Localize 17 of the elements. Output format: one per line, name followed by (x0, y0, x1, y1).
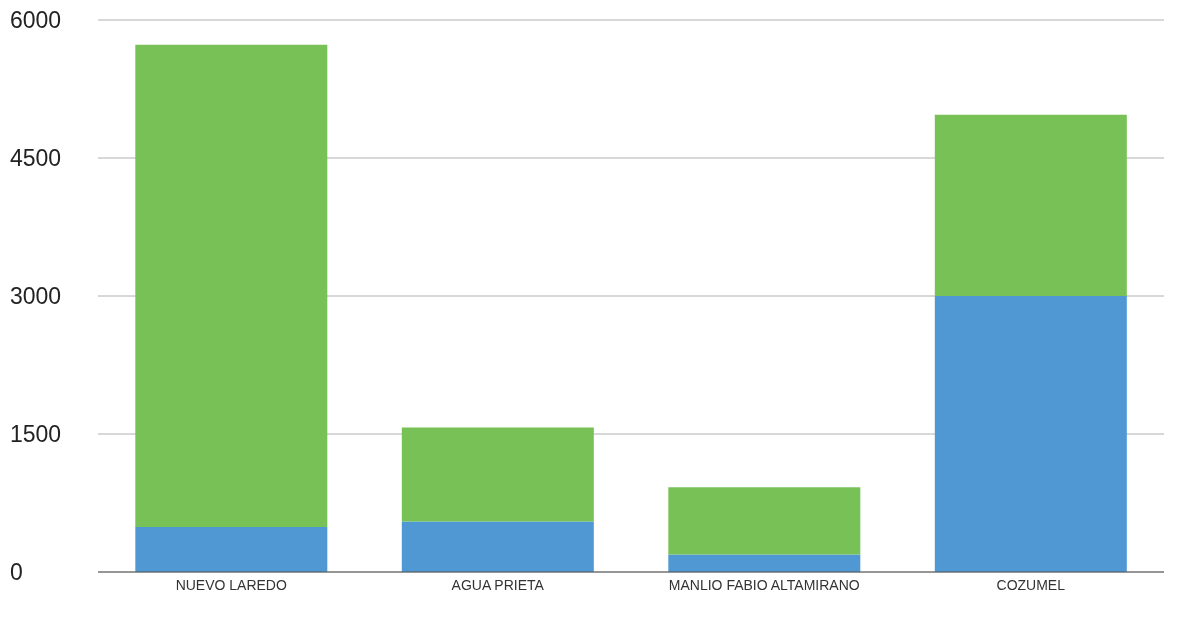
x-tick-label: AGUA PRIETA (451, 576, 545, 593)
x-tick-label: NUEVO LAREDO (175, 576, 287, 593)
y-tick-label: 0 (10, 559, 23, 586)
x-tick-label: MANLIO FABIO ALTAMIRANO (668, 576, 860, 593)
x-tick-label: COZUMEL (996, 576, 1066, 593)
bar (401, 427, 594, 522)
bar (668, 554, 861, 572)
y-tick-label: 6000 (10, 7, 62, 34)
bar (668, 487, 861, 555)
bar (934, 114, 1127, 296)
y-tick-label: 4500 (10, 145, 62, 172)
bar (401, 521, 594, 572)
y-tick-label: 1500 (10, 421, 62, 448)
y-tick-label: 3000 (10, 283, 62, 310)
bar (934, 296, 1127, 572)
bar (135, 526, 328, 572)
bar (135, 44, 328, 527)
